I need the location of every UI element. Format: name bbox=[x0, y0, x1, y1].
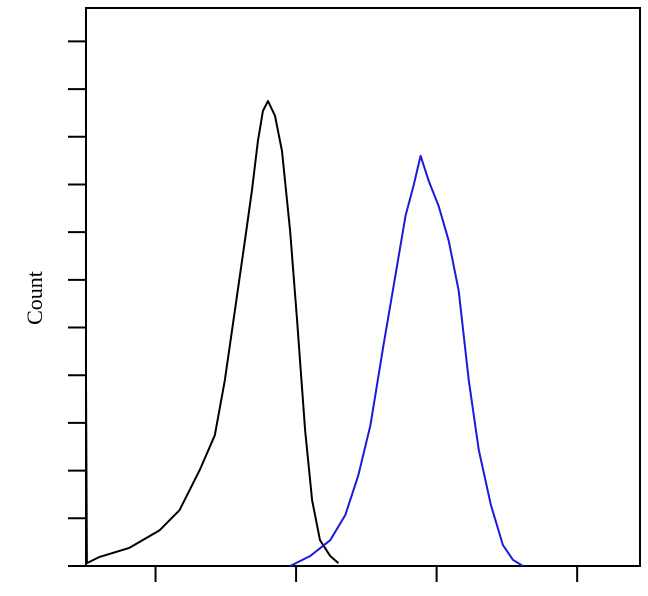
histogram-line bbox=[289, 154, 524, 567]
histogram-line bbox=[85, 100, 340, 565]
plot-frame bbox=[85, 7, 641, 567]
y-axis-label: Count bbox=[22, 271, 47, 325]
